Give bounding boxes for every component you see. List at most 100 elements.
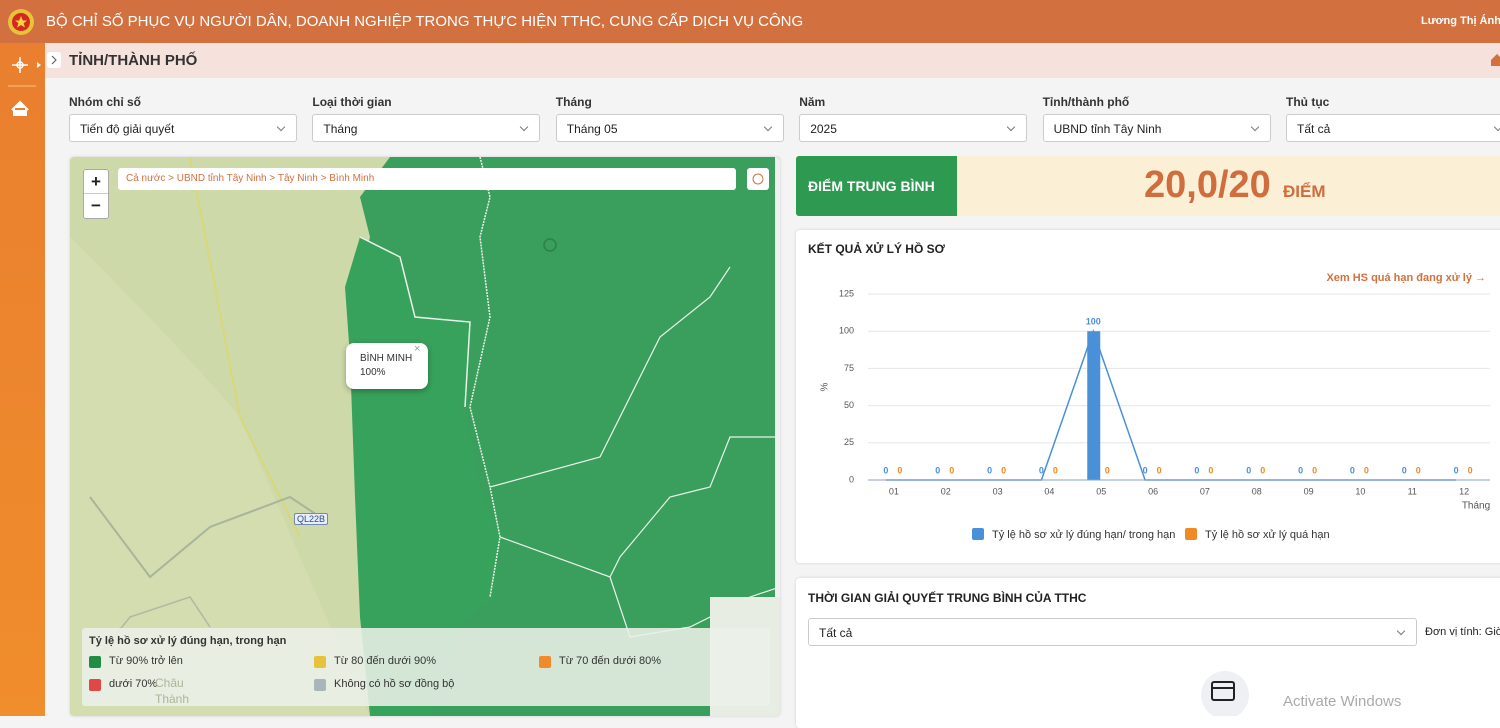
place-label: Châu Thành [155,676,190,706]
chart: KẾT QUẢ XỬ LÝ HỒ SƠ Xem HS quá hạn đang … [808,241,1490,541]
chart-link[interactable]: Xem HS quá hạn đang xử lý → [1326,272,1486,284]
value-label: 0 [883,465,888,475]
value-label: 0 [1001,465,1006,475]
legend-label: dưới 70% [109,678,158,690]
legend-swatch [314,679,326,691]
x-tick-label: 04 [1044,486,1054,496]
legend-label: Từ 70 đến dưới 80% [559,655,662,667]
logo [8,9,34,35]
chart-title: KẾT QUẢ XỬ LÝ HỒ SƠ [808,241,946,256]
value-label: 100 [1086,317,1101,327]
value-label: 0 [897,465,902,475]
score-label-box: ĐIỂM TRUNG BÌNH [796,156,957,216]
time-unit: Đơn vị tính: Giờ [1425,626,1500,638]
y-tick-label: 125 [839,288,854,298]
filter-select[interactable]: Tất cả [1286,114,1500,142]
top-bar: BỘ CHỈ SỐ PHỤC VỤ NGƯỜI DÂN, DOANH NGHIỆ… [0,0,1500,43]
time-select[interactable]: Tất cả [808,618,1417,646]
value-label: 0 [1312,465,1317,475]
x-tick-label: 05 [1096,486,1106,496]
value-label: 0 [1364,465,1369,475]
x-tick-label: 12 [1459,486,1469,496]
filter-select[interactable]: Tháng 05 [555,114,784,142]
legend-label: Không có hồ sơ đồng bộ [334,678,455,690]
x-tick-label: 11 [1408,486,1417,496]
map-panel: + − Cả nước > UBND tỉnh Tây Ninh > Tây N… [70,157,780,716]
zoom-control: + − [83,169,109,219]
score-unit: ĐIỂM [1283,182,1326,201]
value-label: 0 [1298,465,1303,475]
y-tick-label: 0 [849,474,854,484]
zoom-in-button[interactable]: + [84,170,108,194]
map-popup: BÌNH MINH 100% × [346,343,428,389]
value-label: 0 [1105,465,1110,475]
x-tick-label: 03 [993,486,1003,496]
sidebar [0,43,45,716]
x-tick-label: 06 [1148,486,1158,496]
y-tick-label: 100 [839,326,854,336]
legend-title: Tỷ lệ hồ sơ xử lý đúng hạn, trong hạn [89,635,287,647]
value-label: 0 [949,465,954,475]
value-label: 0 [1350,465,1355,475]
y-tick-label: 25 [844,437,854,447]
y-axis-title: % [820,382,831,391]
popup-value: 100% [360,367,386,378]
zoom-out-button[interactable]: − [91,196,101,215]
home-icon[interactable] [1491,54,1500,66]
refresh-button[interactable] [747,168,769,190]
value-label: 0 [1208,465,1213,475]
x-tick-label: 10 [1355,486,1365,496]
value-label: 0 [1468,465,1473,475]
user-name[interactable]: Lương Thị Ánh [1421,15,1500,27]
y-tick-label: 75 [844,363,854,373]
x-axis-title: Tháng [1462,501,1490,512]
filter-label: Tỉnh/thành phố [1042,95,1130,109]
sidebar-icons[interactable] [0,43,45,123]
page-title: TỈNH/THÀNH PHỐ [69,52,198,69]
value-label: 0 [1194,465,1199,475]
filter-select[interactable]: 2025 [799,114,1028,142]
time-card: THỜI GIAN GIẢI QUYẾT TRUNG BÌNH CỦA TTHC… [796,578,1500,728]
value-label: 0 [1260,465,1265,475]
y-tick-label: 50 [844,400,854,410]
bar [1087,331,1101,480]
legend-label: Từ 90% trở lên [109,655,183,667]
legend-swatch [539,656,551,668]
popup-close[interactable]: × [414,343,421,355]
filter-label: Thủ tục [1286,95,1330,109]
value-label: 0 [1416,465,1421,475]
map-legend: Tỷ lệ hồ sơ xử lý đúng hạn, trong hạn Từ… [82,628,770,706]
value-label: 0 [1143,465,1148,475]
filter-label: Loại thời gian [312,95,392,109]
x-tick-label: 01 [889,486,899,496]
legend-label[interactable]: Tỷ lệ hồ sơ xử lý quá hạn [1205,529,1330,541]
filter-select[interactable]: Tháng [312,114,541,142]
map[interactable] [70,157,780,716]
value-label: 0 [1053,465,1058,475]
empty-icon [1201,671,1249,716]
legend-label: Từ 80 đến dưới 90% [334,655,437,667]
filter-select[interactable]: UBND tỉnh Tây Ninh [1042,114,1271,142]
legend-swatch [314,656,326,668]
score-box: ĐIỂM TRUNG BÌNH 20,0/20 ĐIỂM [796,156,1500,216]
filter-select[interactable]: Tiến độ giải quyết [69,114,297,142]
legend-swatch [1185,528,1197,540]
road-label: QL22B [294,513,329,525]
legend-swatch [972,528,984,540]
legend-label[interactable]: Tỷ lệ hồ sơ xử lý đúng hạn/ trong hạn [992,529,1175,541]
value-label: 0 [987,465,992,475]
watermark: Activate Windows [1283,693,1402,710]
filter-label: Năm [799,95,826,109]
value-label: 0 [1246,465,1251,475]
filter-label: Nhóm chỉ số [69,95,142,109]
map-breadcrumb[interactable]: Cả nước > UBND tỉnh Tây Ninh > Tây Ninh … [118,168,736,190]
value-label: 0 [1454,465,1459,475]
chart-card: KẾT QUẢ XỬ LÝ HỒ SƠ Xem HS quá hạn đang … [796,230,1500,563]
app-title: BỘ CHỈ SỐ PHỤC VỤ NGƯỜI DÂN, DOANH NGHIỆ… [46,13,804,30]
x-tick-label: 08 [1252,486,1262,496]
value-label: 0 [1039,465,1044,475]
x-tick-label: 07 [1200,486,1210,496]
collapse-toggle[interactable] [47,52,61,68]
